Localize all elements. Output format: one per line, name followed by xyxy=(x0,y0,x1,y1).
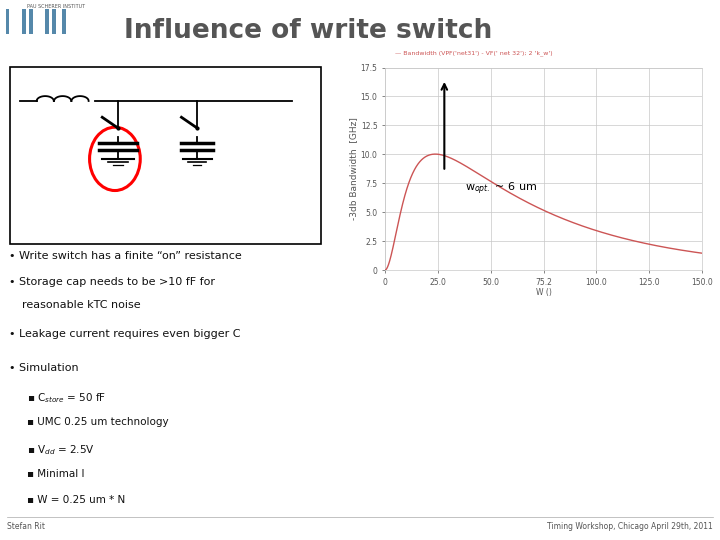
Bar xyxy=(29,9,49,35)
Text: reasonable kTC noise: reasonable kTC noise xyxy=(22,300,140,310)
Text: Timing Workshop, Chicago April 29th, 2011: Timing Workshop, Chicago April 29th, 201… xyxy=(547,522,713,531)
Bar xyxy=(33,9,45,35)
Bar xyxy=(56,9,62,35)
Text: ▪ C$_{store}$ = 50 fF: ▪ C$_{store}$ = 50 fF xyxy=(27,391,106,405)
Y-axis label: -3db Bandwidth  [GHz]: -3db Bandwidth [GHz] xyxy=(349,117,358,220)
Bar xyxy=(53,9,66,35)
Text: — Bandwidth (VPF('net31') - VF(' net 32'); 2 'k_w'): — Bandwidth (VPF('net31') - VF(' net 32'… xyxy=(395,51,552,56)
Text: ▪ W = 0.25 um * N: ▪ W = 0.25 um * N xyxy=(27,495,125,505)
X-axis label: W (): W () xyxy=(536,288,552,297)
Text: Influence of write switch: Influence of write switch xyxy=(124,18,492,44)
Bar xyxy=(6,9,26,35)
Text: ▪ Minimal l: ▪ Minimal l xyxy=(27,469,84,479)
Text: • Write switch has a finite “on” resistance: • Write switch has a finite “on” resista… xyxy=(9,251,241,261)
Text: • Storage cap needs to be >10 fF for: • Storage cap needs to be >10 fF for xyxy=(9,277,215,287)
Text: Stefan Rit: Stefan Rit xyxy=(7,522,45,531)
Text: • Simulation: • Simulation xyxy=(9,362,78,373)
Text: ▪ V$_{dd}$ = 2.5V: ▪ V$_{dd}$ = 2.5V xyxy=(27,443,94,457)
Bar xyxy=(9,9,22,35)
Text: ▪ UMC 0.25 um technology: ▪ UMC 0.25 um technology xyxy=(27,417,168,427)
Text: w$_{opt.}$ ~ 6 um: w$_{opt.}$ ~ 6 um xyxy=(465,181,538,197)
Text: • Leakage current requires even bigger C: • Leakage current requires even bigger C xyxy=(9,329,240,339)
Text: PAU SCHERER INSTITUT: PAU SCHERER INSTITUT xyxy=(27,4,85,9)
